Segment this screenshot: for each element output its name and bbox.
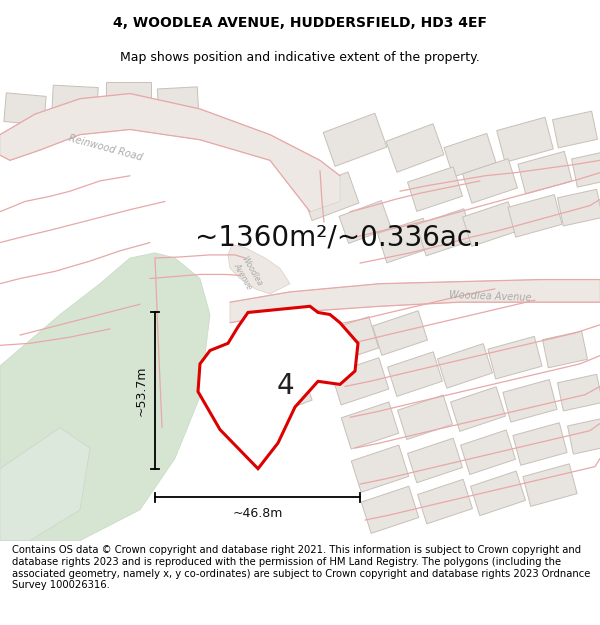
Bar — [416, 209, 474, 256]
Bar — [4, 93, 46, 125]
Bar — [503, 379, 557, 422]
Bar — [463, 159, 517, 203]
Bar — [513, 422, 567, 465]
Bar — [351, 445, 409, 493]
Bar — [418, 479, 472, 524]
Polygon shape — [0, 94, 340, 212]
Bar — [553, 111, 598, 148]
Polygon shape — [228, 244, 290, 294]
Bar — [461, 430, 515, 474]
Bar — [157, 87, 199, 114]
Bar — [572, 150, 600, 187]
Bar — [323, 113, 387, 166]
Bar — [52, 85, 98, 116]
Bar — [262, 331, 308, 370]
Polygon shape — [230, 279, 600, 322]
Text: Map shows position and indicative extent of the property.: Map shows position and indicative extent… — [120, 51, 480, 64]
Bar — [437, 344, 493, 388]
Bar — [557, 374, 600, 411]
Bar — [301, 172, 359, 221]
Bar — [339, 201, 391, 244]
Text: 4: 4 — [276, 372, 294, 401]
Bar — [463, 202, 517, 246]
Polygon shape — [0, 428, 90, 541]
Bar — [377, 218, 433, 262]
Bar — [470, 471, 526, 516]
Text: Contains OS data © Crown copyright and database right 2021. This information is : Contains OS data © Crown copyright and d… — [12, 545, 590, 590]
Bar — [557, 189, 600, 226]
Bar — [388, 352, 442, 396]
Bar — [268, 376, 312, 413]
Bar — [497, 118, 553, 162]
Bar — [106, 82, 151, 111]
Bar — [321, 317, 379, 364]
Bar — [398, 395, 452, 439]
Text: ~1360m²/~0.336ac.: ~1360m²/~0.336ac. — [195, 223, 481, 251]
Text: 4, WOODLEA AVENUE, HUDDERSFIELD, HD3 4EF: 4, WOODLEA AVENUE, HUDDERSFIELD, HD3 4EF — [113, 16, 487, 31]
Bar — [508, 194, 562, 237]
Text: Woodlea
Avenue: Woodlea Avenue — [230, 254, 263, 292]
Bar — [407, 167, 463, 211]
Polygon shape — [0, 253, 210, 541]
Bar — [373, 311, 427, 355]
Text: Reinwood Road: Reinwood Road — [67, 133, 143, 162]
Polygon shape — [198, 306, 358, 469]
Bar — [542, 331, 587, 367]
Bar — [407, 438, 463, 483]
Bar — [331, 357, 389, 405]
Text: ~53.7m: ~53.7m — [134, 366, 148, 416]
Bar — [386, 124, 444, 172]
Bar — [568, 418, 600, 454]
Bar — [518, 151, 572, 194]
Bar — [361, 486, 419, 533]
Bar — [341, 402, 399, 449]
Bar — [451, 387, 505, 431]
Bar — [444, 133, 496, 177]
Text: ~46.8m: ~46.8m — [232, 508, 283, 521]
Bar — [523, 464, 577, 506]
Bar — [488, 336, 542, 379]
Text: Woodlea Avenue: Woodlea Avenue — [449, 289, 532, 302]
